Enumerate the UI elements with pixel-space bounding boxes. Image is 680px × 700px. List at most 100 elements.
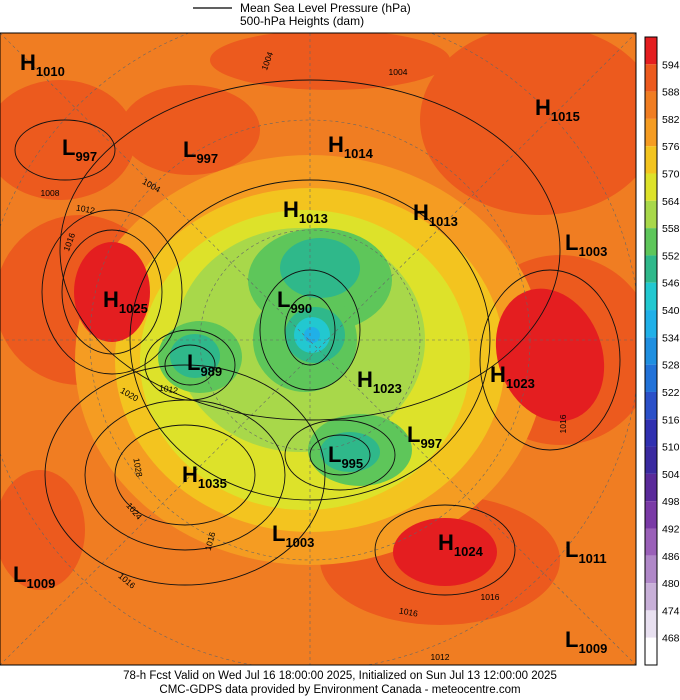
center-letter: L [62, 135, 75, 160]
colorbar-bin [645, 364, 657, 392]
center-letter: H [357, 367, 373, 392]
center-value: 1011 [578, 551, 606, 566]
footer-line: 78-h Fcst Valid on Wed Jul 16 18:00:00 2… [123, 670, 557, 682]
colorbar-bin [645, 419, 657, 447]
center-letter: L [13, 562, 26, 587]
center-letter: H [182, 462, 198, 487]
isobar-label: 1016 [558, 414, 568, 433]
colorbar-bin [645, 501, 657, 529]
isobar-label: 1016 [203, 531, 218, 552]
center-value: 1015 [551, 109, 580, 124]
center-value: 1003 [578, 244, 607, 259]
center-value: 1014 [344, 146, 374, 161]
colorbar-label: 546 [662, 278, 680, 290]
center-letter: H [328, 132, 344, 157]
isobar-label: 1008 [41, 188, 60, 198]
colorbar-label: 576 [662, 141, 680, 153]
center-letter: H [490, 362, 506, 387]
colorbar-label: 474 [662, 605, 680, 617]
colorbar-bin [645, 118, 657, 147]
colorbar-label: 582 [662, 114, 680, 126]
colorbar-bin [645, 473, 657, 502]
colorbar-bin [645, 637, 657, 665]
center-value: 1025 [119, 301, 148, 316]
pressure-center: L989 [187, 350, 222, 379]
colorbar-frame [644, 36, 658, 666]
center-value: 997 [75, 149, 97, 164]
colorbar-label: 564 [662, 196, 680, 208]
colorbar-label: 516 [662, 414, 680, 426]
center-value: 995 [341, 456, 363, 471]
colorbar-label: 570 [662, 169, 680, 181]
center-value: 1013 [429, 214, 458, 229]
pressure-center: H1023 [490, 362, 535, 391]
colorbar-label: 540 [662, 305, 680, 317]
isobar-label: 1012 [158, 382, 179, 395]
pressure-center: H1013 [283, 197, 328, 226]
center-value: 1024 [454, 544, 484, 559]
colorbar-label: 528 [662, 360, 680, 372]
isobar-label: 1016 [481, 592, 500, 602]
legend-fill-label: 500-hPa Heights (dam) [240, 14, 364, 28]
pressure-center: L990 [277, 287, 312, 316]
isobar-label: 1028 [131, 457, 144, 478]
colorbar-label: 552 [662, 250, 680, 262]
isobar-label: 1004 [389, 67, 408, 77]
colorbar-label: 480 [662, 578, 680, 590]
colorbar-bin [645, 446, 657, 474]
colorbar-bin [645, 310, 657, 338]
center-letter: L [272, 521, 285, 546]
center-letter: L [407, 422, 420, 447]
colorbar-bin [645, 200, 657, 229]
center-value: 1010 [36, 64, 65, 79]
colorbar-bin [645, 282, 657, 311]
pressure-center: L997 [62, 135, 97, 164]
pressure-center: H1035 [182, 462, 227, 491]
colorbar-bin [645, 528, 657, 556]
colorbar-label: 588 [662, 87, 680, 99]
colorbar-bin [645, 228, 657, 256]
pressure-center: H1015 [535, 95, 580, 124]
center-value: 997 [420, 436, 442, 451]
colorbar-bin [645, 391, 657, 420]
center-value: 1003 [285, 535, 314, 550]
pressure-center: H1025 [103, 287, 148, 316]
center-value: 990 [290, 301, 312, 316]
pressure-center: L1011 [565, 537, 607, 566]
center-letter: L [565, 537, 578, 562]
center-value: 1035 [198, 476, 227, 491]
center-letter: L [183, 137, 196, 162]
pressure-center: L997 [183, 137, 218, 166]
pressure-center: H1010 [20, 50, 65, 79]
center-letter: L [277, 287, 290, 312]
center-value: 1013 [299, 211, 328, 226]
colorbar-label: 534 [662, 332, 680, 344]
colorbar-label: 522 [662, 387, 680, 399]
colorbar-label: 498 [662, 496, 680, 508]
pressure-center: L1003 [565, 230, 607, 259]
colorbar-label: 594 [662, 59, 680, 71]
center-letter: H [535, 95, 551, 120]
center-value: 1023 [373, 381, 402, 396]
pressure-center: L997 [407, 422, 442, 451]
center-value: 1009 [578, 641, 607, 656]
pressure-center: L1009 [565, 627, 607, 656]
colorbar-bin [645, 555, 657, 584]
center-letter: H [413, 200, 429, 225]
colorbar-bin [645, 255, 657, 283]
center-letter: L [565, 230, 578, 255]
colorbar-bin [645, 37, 657, 65]
center-letter: H [103, 287, 119, 312]
center-letter: H [438, 530, 454, 555]
map [0, 33, 636, 665]
pressure-center: L995 [328, 442, 363, 471]
colorbar-bin [645, 146, 657, 174]
pressure-center: L1003 [272, 521, 314, 550]
colorbar-bin [645, 610, 657, 638]
center-value: 1023 [506, 376, 535, 391]
colorbar-bin [645, 337, 657, 365]
pressure-center: H1023 [357, 367, 402, 396]
pressure-center: H1014 [328, 132, 374, 161]
colorbar-label: 510 [662, 442, 680, 454]
